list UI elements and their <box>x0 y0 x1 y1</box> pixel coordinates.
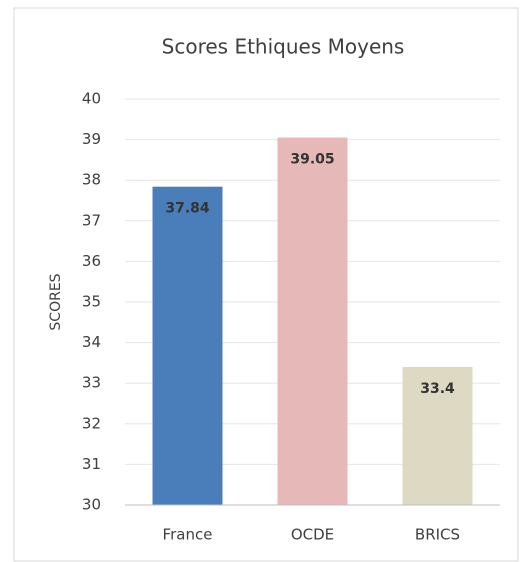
bar <box>152 186 223 506</box>
x-tick-label: France <box>163 526 213 544</box>
bar <box>402 366 473 505</box>
chart-title: Scores Ethiques Moyens <box>162 35 405 59</box>
y-axis-label: SCORES <box>48 273 64 330</box>
bar <box>277 137 348 505</box>
y-tick-label: 30 <box>82 496 101 514</box>
x-tick-label: BRICS <box>415 526 460 544</box>
y-tick-label: 33 <box>82 374 101 392</box>
y-tick-label: 37 <box>82 211 101 229</box>
y-tick-label: 40 <box>82 90 101 108</box>
y-tick-label: 32 <box>82 414 101 432</box>
y-tick-label: 39 <box>82 130 101 148</box>
y-tick-label: 35 <box>82 293 101 311</box>
y-tick-label: 34 <box>82 333 101 351</box>
chart-frame <box>13 7 519 562</box>
y-tick-label: 36 <box>82 252 101 270</box>
value-label: 33.4 <box>420 381 455 397</box>
value-label: 39.05 <box>290 152 334 168</box>
y-tick-label: 31 <box>82 455 101 473</box>
value-label: 37.84 <box>165 201 210 217</box>
x-tick-label: OCDE <box>291 526 334 544</box>
y-tick-label: 38 <box>82 171 101 189</box>
